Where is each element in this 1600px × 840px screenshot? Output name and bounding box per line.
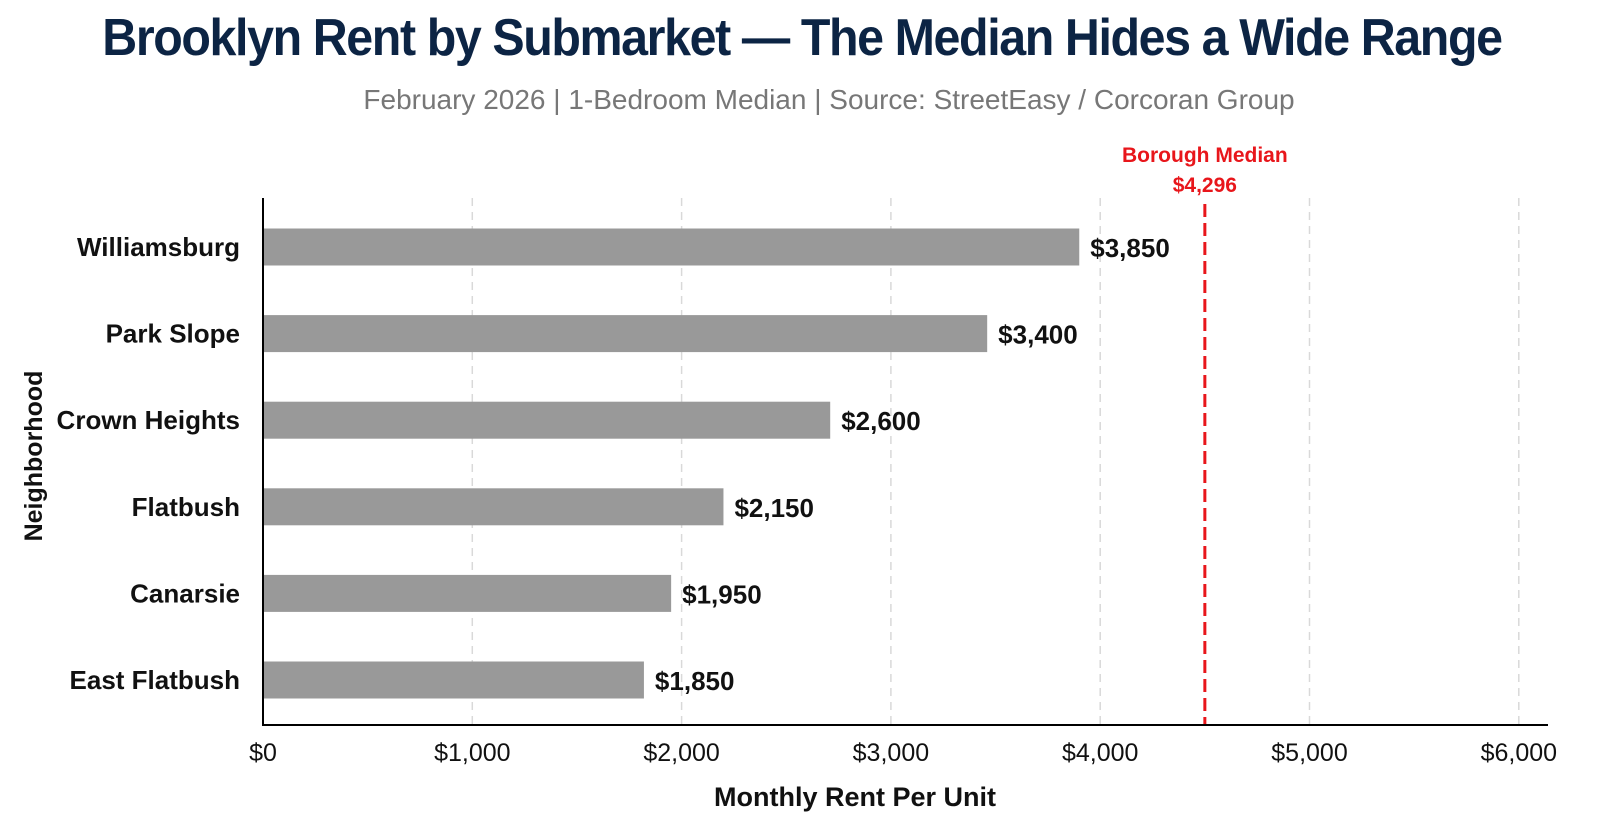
x-tick-label: $6,000 xyxy=(1481,739,1557,767)
reference-line-label: Borough Median xyxy=(1122,144,1288,167)
x-tick-label: $3,000 xyxy=(853,739,929,767)
value-label: $1,950 xyxy=(682,579,762,609)
bar xyxy=(263,228,1080,266)
value-label: $2,600 xyxy=(841,406,921,436)
value-label: $3,850 xyxy=(1090,233,1170,263)
bar xyxy=(263,315,988,353)
bar xyxy=(263,401,831,439)
axes xyxy=(262,198,1548,726)
bar xyxy=(263,488,724,526)
bars xyxy=(263,228,1080,699)
chart-title: Brooklyn Rent by Submarket — The Median … xyxy=(102,9,1503,67)
category-label: Williamsburg xyxy=(77,232,240,262)
value-label: $3,400 xyxy=(998,320,1078,350)
x-tick-label: $5,000 xyxy=(1271,739,1347,767)
x-axis-title: Monthly Rent Per Unit xyxy=(714,782,996,812)
grid-lines xyxy=(471,198,1520,725)
category-label: Flatbush xyxy=(132,492,240,522)
category-label: Canarsie xyxy=(130,578,240,608)
value-label: $1,850 xyxy=(655,666,735,696)
chart-subtitle: February 2026 | 1-Bedroom Median | Sourc… xyxy=(363,84,1295,115)
y-axis-title: Neighborhood xyxy=(20,371,48,542)
reference-line-group: Borough Median $4,296 xyxy=(1122,144,1288,725)
category-label: Crown Heights xyxy=(57,405,240,435)
bar xyxy=(263,574,672,612)
labels: $0 $1,000 $2,000 $3,000 $4,000 $5,000 $6,000 Wi… xyxy=(20,232,1557,812)
category-label: Park Slope xyxy=(106,319,240,349)
x-tick-label: $0 xyxy=(249,739,277,767)
x-tick-label: $1,000 xyxy=(434,739,510,767)
reference-line-value: $4,296 xyxy=(1173,174,1237,197)
value-label: $2,150 xyxy=(734,493,814,523)
bar xyxy=(263,661,644,699)
category-label: East Flatbush xyxy=(70,665,240,695)
x-tick-label: $2,000 xyxy=(643,739,719,767)
x-tick-label: $4,000 xyxy=(1062,739,1138,767)
